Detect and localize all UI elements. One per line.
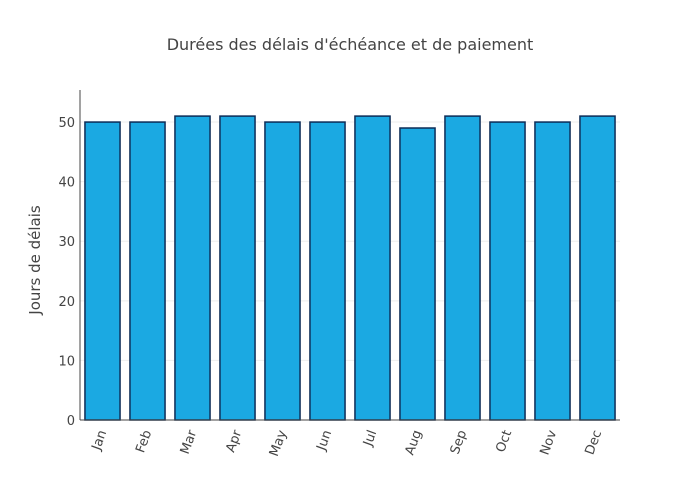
bar-mar	[174, 115, 211, 421]
x-tick-label: Apr	[223, 428, 245, 455]
bar-apr	[219, 115, 256, 421]
x-tick-label: Nov	[537, 428, 560, 457]
y-tick-label: 0	[67, 414, 75, 429]
bar-jul	[354, 115, 391, 421]
y-tick-label: 30	[58, 235, 75, 250]
y-tick-label: 50	[58, 116, 75, 131]
x-tick-label: Dec	[583, 428, 606, 457]
x-tick-label: Jul	[360, 428, 380, 449]
bar-dec	[579, 115, 616, 421]
x-tick-label: Jun	[314, 428, 335, 453]
x-tick-label: Oct	[493, 428, 515, 454]
bar-sep	[444, 115, 481, 421]
bar-may	[264, 121, 301, 421]
bar-oct	[489, 121, 526, 421]
x-tick-label: Sep	[448, 428, 470, 456]
x-tick-label: Mar	[178, 428, 201, 457]
gridlines	[80, 121, 620, 361]
bar-jan	[84, 121, 121, 421]
chart-title: Durées des délais d'échéance et de paiem…	[167, 35, 534, 54]
x-tick-label: Feb	[133, 428, 155, 455]
y-tick-labels: 0 10 20 30 40 50	[58, 116, 75, 429]
y-tick-label: 10	[58, 354, 75, 369]
y-tick-label: 20	[58, 295, 75, 310]
x-tick-labels: Jan Feb Mar Apr May Jun Jul Aug Sep Oct Nov Dec	[89, 428, 605, 459]
y-axis-label: Jours de délais	[26, 205, 44, 316]
x-tick-label: May	[267, 428, 290, 459]
bar-aug	[399, 127, 436, 421]
bar-feb	[129, 121, 166, 421]
x-tick-label: Jan	[89, 428, 110, 453]
x-tick-label: Aug	[402, 428, 425, 457]
y-tick-label: 40	[58, 176, 75, 191]
axes	[79, 90, 620, 421]
bars	[84, 115, 616, 421]
bar-jun	[309, 121, 346, 421]
bar-nov	[534, 121, 571, 421]
